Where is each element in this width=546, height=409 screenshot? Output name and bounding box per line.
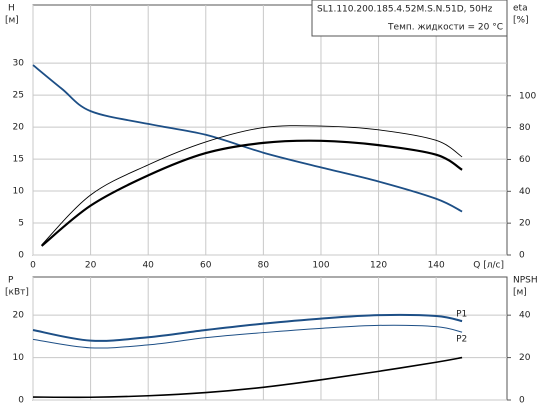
- y2-label: eta: [513, 4, 528, 14]
- y2-unit: [м]: [513, 288, 527, 298]
- series-line: [40, 139, 463, 247]
- plot-area: [32, 276, 508, 401]
- y2-tick-label: 60: [519, 155, 531, 165]
- info-box: [311, 0, 508, 37]
- y-tick-label: 5: [18, 219, 24, 229]
- y2-label: NPSH: [513, 276, 538, 286]
- y-tick-label: 0: [18, 251, 24, 261]
- series-line: [32, 313, 463, 342]
- series-line: [32, 64, 463, 213]
- y-label: P: [8, 276, 14, 286]
- y2-tick-label: 100: [519, 91, 536, 101]
- y-tick-label: 0: [18, 396, 24, 406]
- y-tick-label: 10: [13, 187, 25, 197]
- y-tick-label: 20: [13, 123, 25, 133]
- y-tick-label: 15: [13, 155, 24, 165]
- x-tick-label: 60: [200, 261, 212, 271]
- x-tick-label: 40: [142, 261, 154, 271]
- y2-tick-label: 40: [519, 187, 531, 197]
- y2-unit: [%]: [513, 16, 529, 26]
- series-line: [32, 356, 463, 399]
- y2-tick-label: 20: [519, 219, 531, 229]
- y-tick-label: 30: [13, 59, 25, 69]
- y-unit: [кВт]: [5, 288, 29, 298]
- x-tick-label: 120: [370, 261, 387, 271]
- series-line: [41, 125, 463, 246]
- y2-tick-label: 0: [519, 251, 525, 261]
- series-line: [32, 324, 463, 349]
- x-tick-label: 140: [428, 261, 445, 271]
- y-unit: [м]: [5, 16, 19, 26]
- x-tick-label: 0: [30, 261, 36, 271]
- plot-area: [32, 4, 508, 256]
- y2-tick-label: 0: [519, 396, 525, 406]
- y-tick-label: 10: [13, 353, 25, 363]
- x-tick-label: 20: [85, 261, 97, 271]
- chart-subtitle: Темп. жидкости = 20 °C: [387, 23, 503, 33]
- y-tick-label: 20: [13, 311, 25, 321]
- x-tick-label: 100: [312, 261, 329, 271]
- chart-title: SL1.110.200.185.4.52M.S.N.51D, 50Hz: [317, 5, 493, 15]
- x-label: Q [л/с]: [473, 261, 504, 271]
- series-label: P1: [456, 310, 467, 320]
- y2-tick-label: 40: [519, 311, 531, 321]
- y-tick-label: 25: [13, 91, 24, 101]
- x-tick-label: 80: [258, 261, 270, 271]
- y-label: H: [8, 4, 15, 14]
- y2-tick-label: 80: [519, 123, 531, 133]
- series-label: P2: [456, 335, 467, 345]
- y2-tick-label: 20: [519, 353, 531, 363]
